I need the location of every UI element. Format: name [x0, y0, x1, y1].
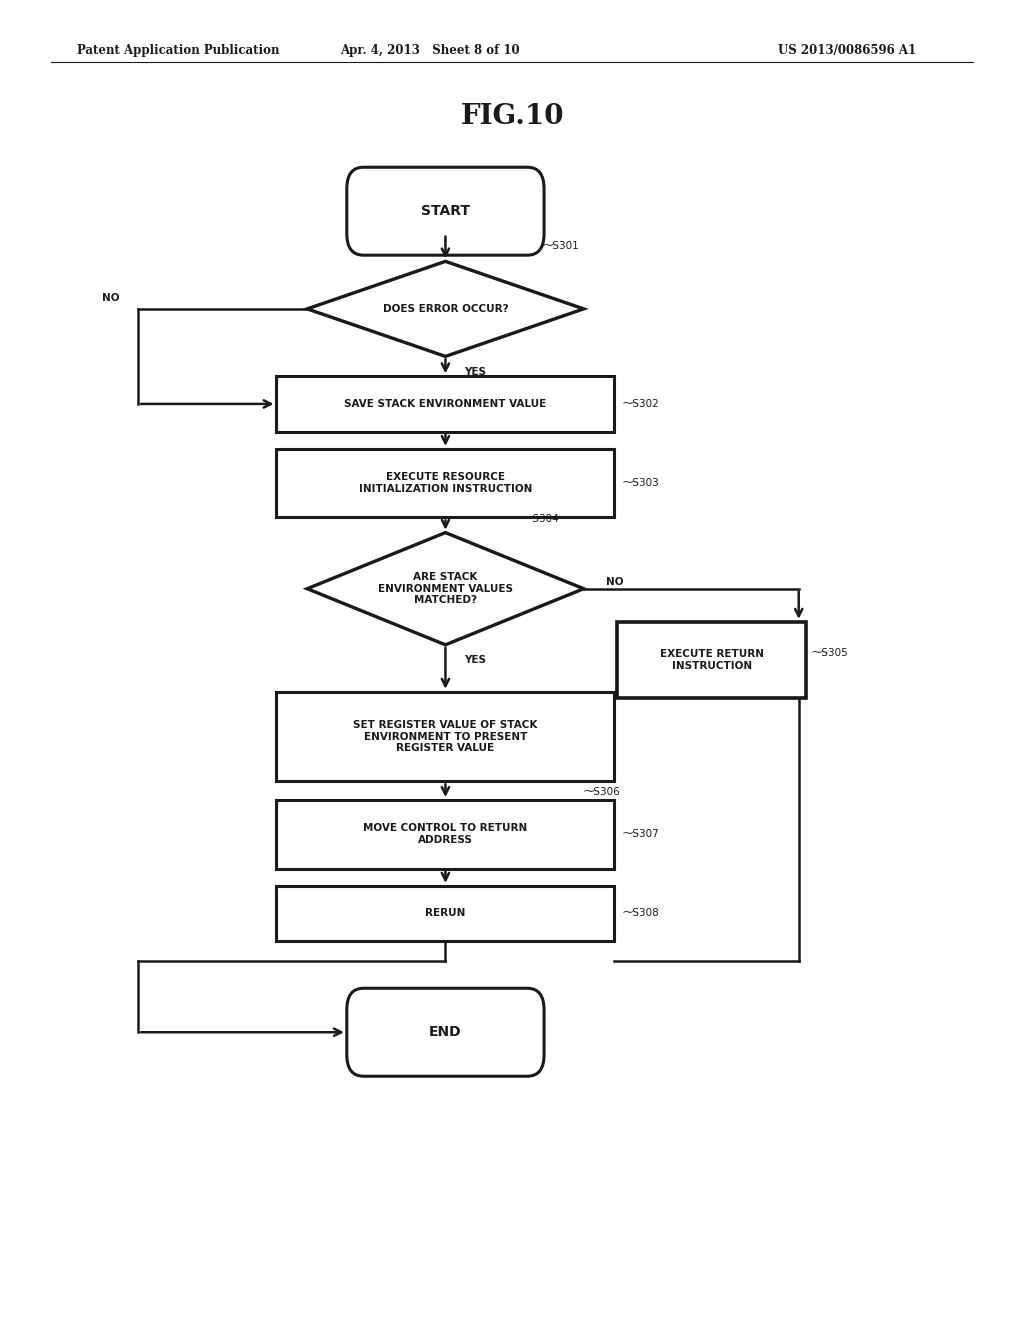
- Text: US 2013/0086596 A1: US 2013/0086596 A1: [778, 44, 916, 57]
- FancyBboxPatch shape: [616, 622, 806, 698]
- Text: ARE STACK
ENVIRONMENT VALUES
MATCHED?: ARE STACK ENVIRONMENT VALUES MATCHED?: [378, 572, 513, 606]
- FancyBboxPatch shape: [276, 376, 614, 432]
- FancyBboxPatch shape: [276, 886, 614, 941]
- Text: FIG.10: FIG.10: [460, 103, 564, 129]
- FancyBboxPatch shape: [276, 692, 614, 781]
- FancyBboxPatch shape: [276, 449, 614, 517]
- Text: END: END: [429, 1026, 462, 1039]
- Text: Apr. 4, 2013   Sheet 8 of 10: Apr. 4, 2013 Sheet 8 of 10: [340, 44, 520, 57]
- Text: EXECUTE RESOURCE
INITIALIZATION INSTRUCTION: EXECUTE RESOURCE INITIALIZATION INSTRUCT…: [358, 473, 532, 494]
- Text: ⁓S304: ⁓S304: [522, 515, 559, 524]
- FancyBboxPatch shape: [347, 168, 544, 255]
- Text: YES: YES: [464, 367, 485, 378]
- Text: Patent Application Publication: Patent Application Publication: [77, 44, 280, 57]
- FancyBboxPatch shape: [347, 989, 544, 1076]
- Text: ⁓S307: ⁓S307: [623, 829, 659, 840]
- Text: RERUN: RERUN: [425, 908, 466, 919]
- Text: ⁓S308: ⁓S308: [623, 908, 659, 919]
- Text: MOVE CONTROL TO RETURN
ADDRESS: MOVE CONTROL TO RETURN ADDRESS: [364, 824, 527, 845]
- Text: YES: YES: [464, 655, 485, 665]
- Text: SET REGISTER VALUE OF STACK
ENVIRONMENT TO PRESENT
REGISTER VALUE: SET REGISTER VALUE OF STACK ENVIRONMENT …: [353, 719, 538, 754]
- Polygon shape: [307, 532, 584, 644]
- Text: DOES ERROR OCCUR?: DOES ERROR OCCUR?: [383, 304, 508, 314]
- FancyBboxPatch shape: [276, 800, 614, 869]
- Text: EXECUTE RETURN
INSTRUCTION: EXECUTE RETURN INSTRUCTION: [659, 649, 764, 671]
- Text: START: START: [421, 205, 470, 218]
- Text: NO: NO: [606, 577, 624, 587]
- Polygon shape: [307, 261, 584, 356]
- Text: ⁓S305: ⁓S305: [811, 648, 848, 659]
- Text: NO: NO: [102, 293, 120, 304]
- Text: ⁓S301: ⁓S301: [543, 240, 580, 251]
- Text: SAVE STACK ENVIRONMENT VALUE: SAVE STACK ENVIRONMENT VALUE: [344, 399, 547, 409]
- Text: ⁓S302: ⁓S302: [623, 399, 659, 409]
- Text: ⁓S306: ⁓S306: [584, 787, 621, 797]
- Text: ⁓S303: ⁓S303: [623, 478, 659, 488]
